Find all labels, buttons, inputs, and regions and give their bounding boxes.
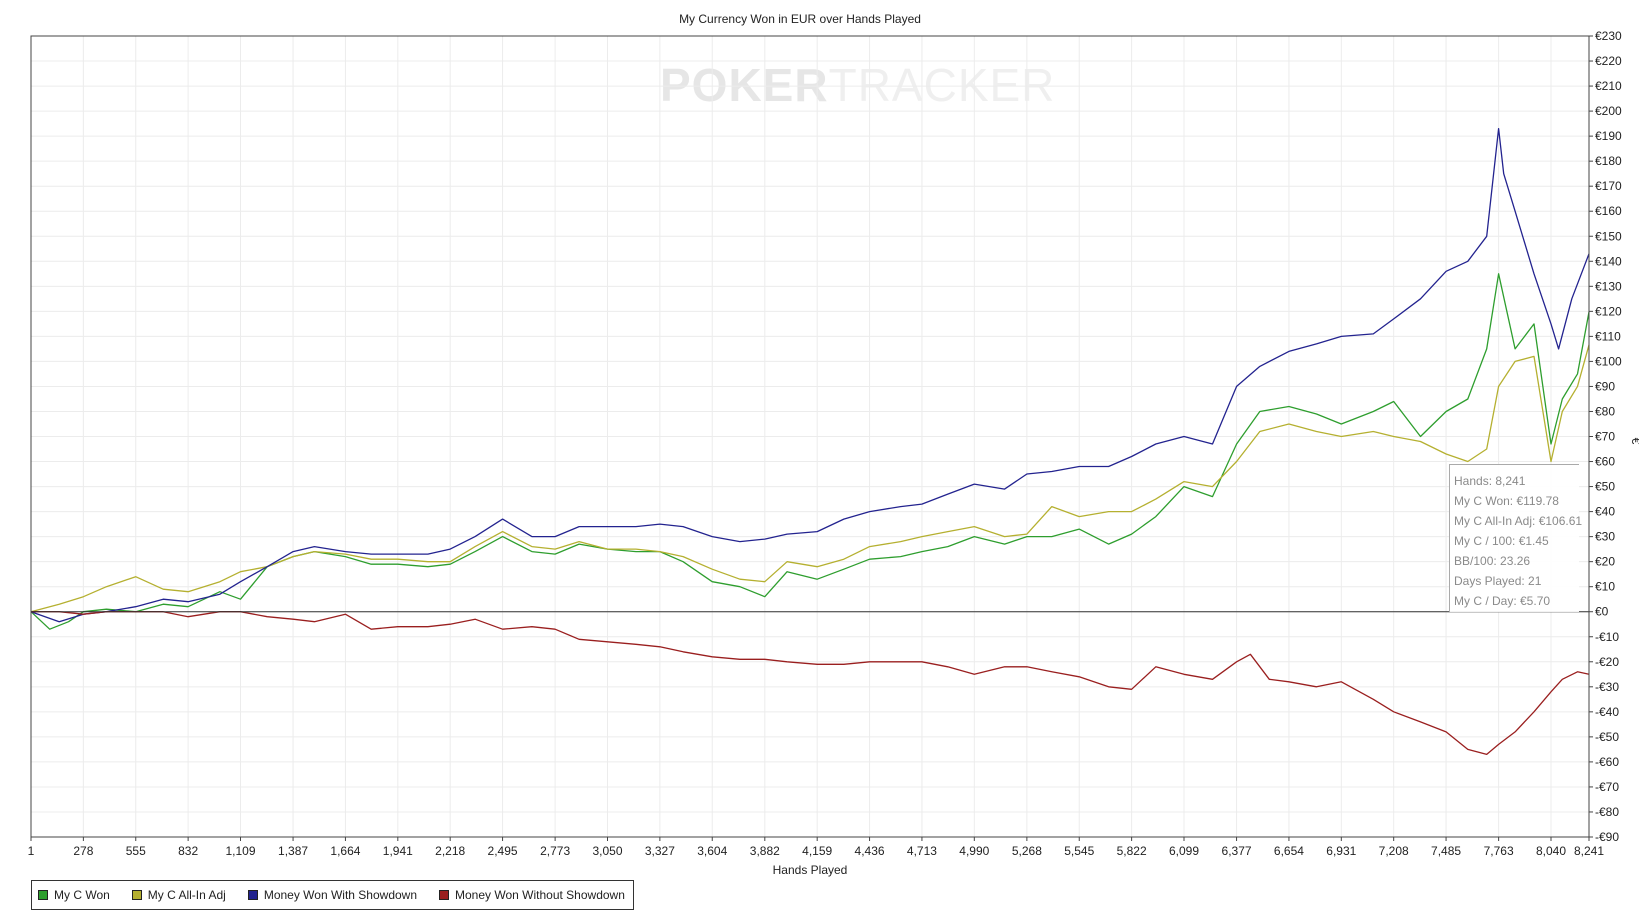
tooltip-hands: Hands: 8,241 xyxy=(1454,474,1526,488)
tooltip-days: Days Played: 21 xyxy=(1454,574,1542,588)
legend-label: My C All-In Adj xyxy=(147,888,226,902)
x-tick-label: 555 xyxy=(126,844,146,858)
chart-title: My Currency Won in EUR over Hands Played xyxy=(679,12,921,26)
x-tick-label: 3,327 xyxy=(645,844,675,858)
x-tick-label: 1 xyxy=(28,844,35,858)
y-tick-label: €230 xyxy=(1595,29,1622,43)
x-tick-label: 832 xyxy=(178,844,198,858)
x-axis: 1 278 555 832 1,109 1,387 1,664 1,941 2,218 2,495… xyxy=(28,837,1604,858)
y-tick-label: €200 xyxy=(1595,104,1622,118)
x-tick-label: 5,822 xyxy=(1117,844,1147,858)
y-tick-label: €220 xyxy=(1595,54,1622,68)
tooltip-bb100: BB/100: 23.26 xyxy=(1454,554,1531,568)
x-tick-label: 6,654 xyxy=(1274,844,1304,858)
y-tick-label: €10 xyxy=(1595,580,1615,594)
y-tick-label: €40 xyxy=(1595,505,1615,519)
x-tick-label: 5,545 xyxy=(1064,844,1094,858)
legend-swatch xyxy=(38,890,48,900)
x-tick-label: 2,773 xyxy=(540,844,570,858)
y-tick-label: €60 xyxy=(1595,455,1615,469)
y-tick-label: -€40 xyxy=(1595,705,1619,719)
x-tick-label: 6,099 xyxy=(1169,844,1199,858)
y-tick-label: €50 xyxy=(1595,480,1615,494)
x-axis-label: Hands Played xyxy=(773,863,848,877)
y-tick-label: €140 xyxy=(1595,254,1622,268)
x-tick-label: 1,664 xyxy=(330,844,360,858)
x-tick-label: 3,604 xyxy=(697,844,727,858)
x-tick-label: 7,485 xyxy=(1431,844,1461,858)
x-tick-label: 1,941 xyxy=(383,844,413,858)
y-tick-label: €30 xyxy=(1595,530,1615,544)
y-tick-label: €20 xyxy=(1595,555,1615,569)
y-tick-label: €190 xyxy=(1595,129,1622,143)
legend-item-with-showdown[interactable]: Money Won With Showdown xyxy=(247,888,418,902)
y-tick-label: €80 xyxy=(1595,404,1615,418)
series-line-1 xyxy=(30,344,1590,613)
legend-label: Money Won Without Showdown xyxy=(455,888,625,902)
y-tick-label: €170 xyxy=(1595,179,1622,193)
y-tick-label: €70 xyxy=(1595,430,1615,444)
x-tick-label: 7,763 xyxy=(1484,844,1514,858)
y-tick-label: -€50 xyxy=(1595,730,1619,744)
pokertracker-watermark: POKERTRACKER xyxy=(660,59,1056,111)
x-tick-label: 6,931 xyxy=(1326,844,1356,858)
legend-swatch xyxy=(247,890,258,900)
x-tick-label: 3,882 xyxy=(750,844,780,858)
x-tick-label: 3,050 xyxy=(592,844,622,858)
series-line-3 xyxy=(31,611,1590,756)
y-tick-label: -€60 xyxy=(1595,755,1619,769)
y-tick-label: -€80 xyxy=(1595,805,1619,819)
y-tick-label: €110 xyxy=(1595,329,1621,343)
legend: My C Won My C All-In Adj Money Won With … xyxy=(31,880,634,910)
x-tick-label: 6,377 xyxy=(1222,844,1252,858)
y-tick-label: -€20 xyxy=(1595,655,1619,669)
y-axis-label: € xyxy=(1629,438,1639,445)
tooltip-perday: My C / Day: €5.70 xyxy=(1454,594,1551,608)
tooltip-per100: My C / 100: €1.45 xyxy=(1454,534,1549,548)
x-tick-label: 4,713 xyxy=(907,844,937,858)
legend-swatch xyxy=(131,890,142,900)
y-tick-label: -€90 xyxy=(1595,830,1619,844)
tooltip-allin: My C All-In Adj: €106.61 xyxy=(1454,514,1583,528)
series-lines xyxy=(30,127,1590,756)
x-tick-label: 8,241 xyxy=(1574,844,1604,858)
x-tick-label: 5,268 xyxy=(1012,844,1042,858)
legend-item-my-c-won[interactable]: My C Won xyxy=(38,888,110,902)
tooltip-won: My C Won: €119.78 xyxy=(1454,494,1559,508)
y-tick-label: €160 xyxy=(1595,204,1622,218)
x-tick-label: 4,159 xyxy=(802,844,832,858)
y-tick-label: -€10 xyxy=(1595,630,1619,644)
legend-item-without-showdown[interactable]: Money Won Without Showdown xyxy=(439,888,625,902)
x-tick-label: 278 xyxy=(73,844,93,858)
hover-tooltip: Hands: 8,241 My C Won: €119.78 My C All-… xyxy=(1449,464,1583,612)
series-line-0 xyxy=(30,273,1590,630)
x-tick-label: 1,109 xyxy=(225,844,255,858)
x-tick-label: 2,495 xyxy=(488,844,518,858)
y-tick-label: €0 xyxy=(1595,605,1609,619)
x-tick-label: 8,040 xyxy=(1536,844,1566,858)
x-tick-label: 4,436 xyxy=(855,844,885,858)
x-tick-label: 1,387 xyxy=(278,844,308,858)
x-tick-label: 7,208 xyxy=(1379,844,1409,858)
y-axis: €230 €220 €210 €200 €190 €180 €170 €160 €150 €140… xyxy=(1589,29,1622,844)
x-tick-label: 4,990 xyxy=(959,844,989,858)
y-tick-label: €100 xyxy=(1595,354,1622,368)
series-line-2 xyxy=(30,127,1590,623)
y-tick-label: €210 xyxy=(1595,79,1622,93)
legend-label: Money Won With Showdown xyxy=(263,888,418,902)
legend-item-all-in-adj[interactable]: My C All-In Adj xyxy=(131,888,226,902)
y-tick-label: -€30 xyxy=(1595,680,1619,694)
y-tick-label: €90 xyxy=(1595,379,1615,393)
y-tick-label: €180 xyxy=(1595,154,1622,168)
y-tick-label: €150 xyxy=(1595,229,1622,243)
grid xyxy=(30,35,1590,838)
x-tick-label: 2,218 xyxy=(435,844,465,858)
y-tick-label: €130 xyxy=(1595,279,1622,293)
y-tick-label: -€70 xyxy=(1595,780,1619,794)
legend-label: My C Won xyxy=(54,888,110,902)
y-tick-label: €120 xyxy=(1595,304,1622,318)
legend-swatch xyxy=(439,890,450,900)
